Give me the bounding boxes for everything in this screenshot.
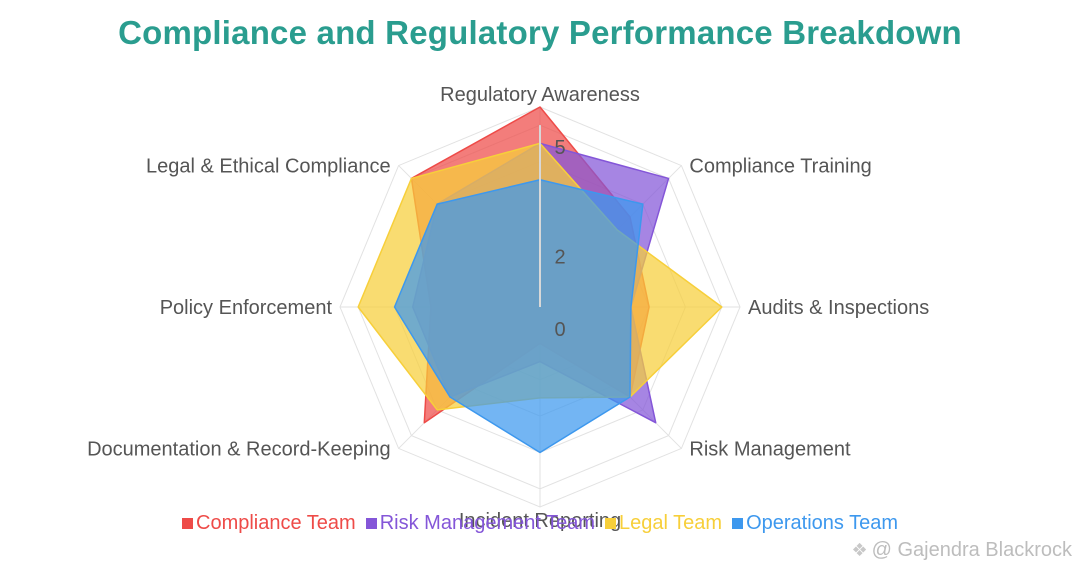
watermark-logo-icon: ❖: [851, 540, 868, 560]
legend-label: Operations Team: [746, 512, 898, 534]
legend-swatch: [182, 518, 193, 529]
radial-tick-label: 2: [554, 246, 565, 268]
series-area-operations-team: [393, 178, 644, 454]
legend-label: Compliance Team: [196, 512, 356, 534]
axis-label: Policy Enforcement: [160, 297, 333, 319]
axis-label: Compliance Training: [689, 156, 871, 178]
legend-swatch: [732, 518, 744, 529]
legend-label: Risk Management Team: [379, 512, 596, 534]
legend-label: Legal Team: [619, 512, 723, 534]
axis-label: Legal & Ethical Compliance: [146, 156, 391, 178]
radial-tick-label: 0: [554, 319, 565, 341]
watermark-text: @ Gajendra Blackrock: [871, 539, 1072, 561]
axis-label: Regulatory Awareness: [440, 84, 640, 106]
axis-label: Incident Reporting: [459, 510, 621, 532]
legend-swatch: [605, 518, 617, 529]
legend-item-operations-team[interactable]: Operations Team: [732, 512, 898, 535]
legend-swatch: [365, 518, 377, 529]
legend-item-legal-team[interactable]: Legal Team: [605, 512, 722, 535]
chart-legend: Compliance Team Risk Management Team Leg…: [0, 512, 1080, 535]
chart-title: Compliance and Regulatory Performance Br…: [118, 14, 962, 51]
watermark: ❖ @ Gajendra Blackrock: [851, 539, 1072, 562]
axis-label: Audits & Inspections: [748, 297, 929, 319]
axis-label: Documentation & Record-Keeping: [87, 438, 391, 460]
axis-label: Risk Management: [689, 438, 851, 460]
legend-item-risk-management-team[interactable]: Risk Management Team: [365, 512, 596, 535]
legend-item-compliance-team[interactable]: Compliance Team: [182, 512, 356, 535]
radial-tick-label: 5: [554, 137, 565, 159]
